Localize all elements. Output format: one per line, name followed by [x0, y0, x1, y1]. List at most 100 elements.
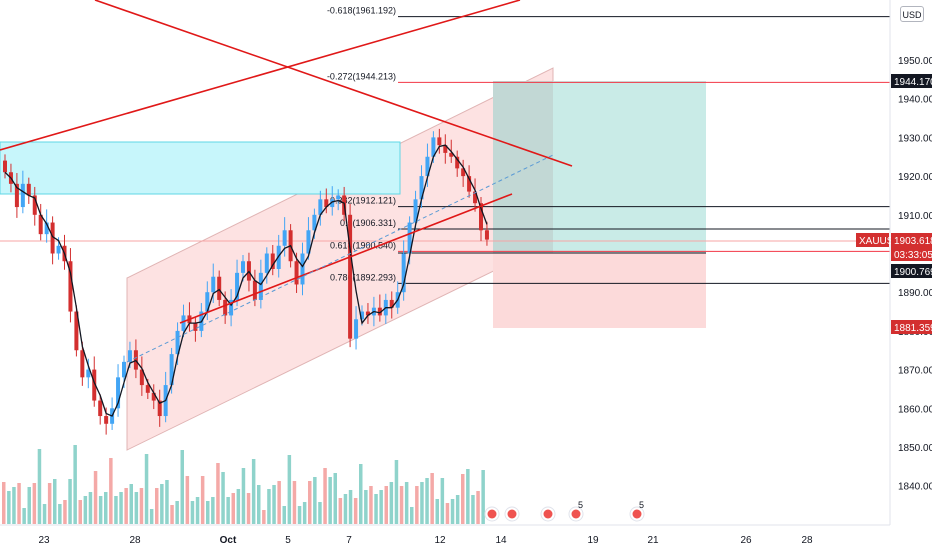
currency-button[interactable]: USD [900, 6, 924, 22]
event-badge-count: 5 [639, 500, 644, 510]
volume-bar [236, 489, 241, 524]
fib-level-label: 0.786(1892.293) [330, 272, 396, 282]
volume-bar [211, 497, 215, 524]
candle-body [484, 230, 489, 240]
volume-bar [109, 458, 113, 524]
volume-bar [394, 460, 399, 524]
volume-bar [241, 468, 246, 524]
volume-bar [149, 509, 154, 524]
supply-zone [0, 141, 401, 195]
candle-body [294, 261, 299, 285]
candle-body [217, 276, 222, 300]
stop-price-tag-label: 1881.359 [894, 323, 932, 334]
volume-bar [47, 483, 52, 524]
candle-body [324, 199, 329, 208]
candle-body [365, 311, 370, 316]
volume-bar [78, 500, 82, 524]
volume-bar [246, 493, 251, 524]
candle-body [74, 311, 79, 351]
volume-bar [17, 483, 21, 524]
volume-bar [430, 473, 434, 524]
volume-bar [93, 471, 98, 524]
candle-body [14, 183, 19, 208]
current-price-tag [891, 233, 932, 247]
fib-level-label: 0.618(1900.540) [330, 240, 396, 250]
candle-body [407, 222, 412, 254]
candle-body [467, 176, 472, 192]
volume-bar [42, 504, 47, 524]
candle-body [92, 369, 97, 401]
candle-body [229, 299, 234, 316]
volume-bar [445, 503, 450, 524]
candle-body [241, 261, 245, 273]
candle-body [360, 311, 364, 320]
candle-body [389, 299, 394, 308]
volume-bar [328, 477, 332, 524]
candle-body [104, 416, 109, 424]
volume-bar [216, 463, 220, 524]
candle-body [151, 392, 156, 401]
volume-bar [155, 488, 159, 524]
volume-bar [399, 486, 404, 524]
candle-body [306, 230, 311, 254]
candle-body [235, 272, 240, 300]
volume-bar [466, 469, 470, 524]
candle-body [330, 199, 335, 208]
price-axis-tick: 1940.000 [898, 95, 932, 106]
volume-bar [185, 476, 190, 524]
volume-bar [364, 490, 368, 524]
time-axis-tick: Oct [220, 535, 237, 546]
volume-bar [63, 500, 67, 524]
volume-bar [476, 491, 480, 524]
candle-body [354, 319, 359, 339]
volume-bar [226, 497, 230, 524]
price-channel [126, 67, 554, 451]
volume-bar [415, 486, 419, 524]
volume-bar [297, 506, 302, 524]
candle-body [318, 199, 323, 215]
target-price-tag-label: 1944.170 [894, 77, 932, 88]
us-flag-icon [487, 509, 497, 519]
volume-bar [165, 480, 169, 524]
candle-body [145, 385, 150, 393]
volume-bar [22, 508, 26, 524]
candle-body [98, 400, 103, 417]
volume-bar [53, 479, 57, 524]
candle-body [377, 307, 382, 316]
volume-bar [410, 507, 414, 524]
candle-body [116, 377, 121, 409]
candle-body [282, 230, 287, 246]
volume-bar [287, 455, 292, 524]
price-axis-tick: 1950.000 [898, 56, 932, 67]
candle-body [449, 152, 454, 157]
candle-body [80, 350, 85, 378]
price-axis-tick: 1860.000 [898, 404, 932, 415]
price-axis-tick: 1870.000 [898, 366, 932, 377]
time-axis-tick: 12 [434, 535, 446, 546]
volume-bar [68, 479, 72, 524]
volume-bar [369, 486, 373, 524]
candle-body [348, 214, 353, 339]
time-axis-tick: 21 [647, 535, 659, 546]
volume-bar [175, 501, 179, 524]
volume-bar [440, 478, 445, 524]
volume-bar [267, 489, 271, 524]
stop-price-tag [891, 320, 932, 334]
volume-bar [343, 494, 348, 524]
volume-bar [292, 481, 297, 524]
support-trendline [179, 193, 513, 324]
candle-body [419, 176, 424, 200]
volume-bar [359, 464, 363, 524]
time-axis-tick: 14 [495, 535, 507, 546]
volume-bar [308, 481, 312, 524]
candle-body [157, 400, 162, 417]
fib-level-label: -0.618(1961.192) [327, 6, 396, 16]
candle-body [50, 222, 55, 254]
time-axis-tick: 19 [587, 535, 599, 546]
time-axis-tick: 23 [38, 535, 50, 546]
channel-midline [126, 154, 554, 363]
volume-bar [119, 492, 123, 524]
candle-body [312, 214, 317, 231]
